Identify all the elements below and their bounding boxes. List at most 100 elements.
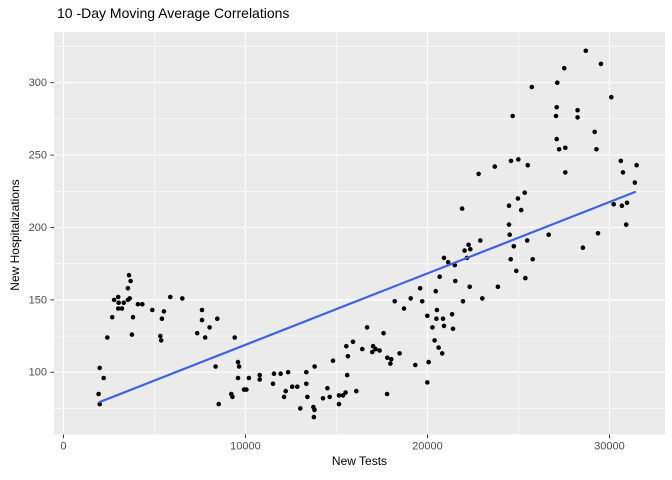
data-point <box>419 299 425 304</box>
data-point <box>417 286 423 291</box>
y-tick-label: 200 <box>29 222 47 234</box>
data-point <box>354 388 359 394</box>
data-point <box>546 232 551 237</box>
data-point <box>466 242 471 248</box>
data-point <box>257 377 263 382</box>
data-point <box>161 309 167 314</box>
data-point <box>125 286 131 291</box>
data-point <box>450 326 456 332</box>
data-point <box>522 190 527 195</box>
data-point <box>508 257 513 262</box>
data-point <box>598 61 604 67</box>
data-point <box>158 333 163 339</box>
y-axis-title: New Hospitalizations <box>8 179 22 291</box>
data-point <box>433 288 439 294</box>
data-point <box>119 306 125 311</box>
data-point <box>194 330 200 336</box>
data-point <box>336 401 342 407</box>
data-point <box>553 113 559 119</box>
data-point <box>281 394 287 400</box>
data-point <box>105 335 110 340</box>
data-point <box>199 317 205 323</box>
data-point <box>459 206 465 211</box>
data-point <box>298 406 303 411</box>
data-point <box>468 246 473 252</box>
data-point <box>235 375 241 381</box>
data-point <box>462 248 467 253</box>
data-point <box>115 306 121 311</box>
data-point <box>344 343 349 349</box>
data-point <box>283 388 289 394</box>
data-point <box>364 325 370 330</box>
data-point <box>159 316 165 322</box>
data-point <box>439 351 445 356</box>
data-point <box>311 414 317 420</box>
data-point <box>441 255 447 261</box>
data-point <box>325 385 330 391</box>
data-point <box>230 394 235 400</box>
data-point <box>620 170 626 175</box>
data-point <box>289 384 295 390</box>
data-point <box>111 297 117 303</box>
data-point <box>389 356 394 362</box>
data-point <box>562 65 567 71</box>
plot-panel <box>54 32 665 435</box>
data-point <box>285 369 291 375</box>
x-tick-label: 0 <box>60 441 66 453</box>
data-point <box>476 171 481 177</box>
data-point <box>623 222 629 227</box>
data-point <box>257 372 263 378</box>
data-point <box>575 107 580 113</box>
data-point <box>595 231 601 236</box>
data-point <box>437 274 443 280</box>
x-tick-label: 10000 <box>230 441 261 453</box>
data-point <box>563 145 568 151</box>
data-point <box>213 364 218 369</box>
data-point <box>430 325 435 330</box>
data-point <box>525 162 531 168</box>
data-point <box>377 348 382 353</box>
data-point <box>216 401 221 407</box>
data-point <box>516 157 521 162</box>
data-point <box>97 401 102 407</box>
data-point <box>236 364 242 369</box>
data-point <box>370 349 375 355</box>
data-point <box>244 387 249 392</box>
data-point <box>609 94 614 100</box>
data-point <box>401 306 407 311</box>
data-point <box>320 396 326 401</box>
data-point <box>336 393 342 398</box>
data-point <box>514 268 519 274</box>
data-point <box>140 301 145 307</box>
data-point <box>202 335 208 340</box>
data-point <box>121 300 126 306</box>
data-point <box>101 375 106 381</box>
data-point <box>508 158 514 164</box>
data-point <box>304 381 309 387</box>
data-point <box>530 257 535 262</box>
data-point <box>619 203 625 208</box>
data-point <box>126 272 132 278</box>
data-point <box>634 162 639 168</box>
data-point <box>129 332 135 337</box>
chart-title: 10 -Day Moving Average Correlations <box>57 5 290 21</box>
data-point <box>556 147 562 152</box>
data-point <box>467 284 473 290</box>
data-point <box>453 278 458 284</box>
data-point <box>426 359 431 365</box>
data-point <box>507 232 512 237</box>
data-point <box>388 361 393 366</box>
data-point <box>232 335 237 340</box>
data-point <box>278 371 283 377</box>
data-point <box>618 158 624 164</box>
data-point <box>495 284 501 290</box>
data-point <box>385 355 390 361</box>
data-point <box>492 164 498 169</box>
data-point <box>312 364 317 369</box>
data-point <box>344 372 350 378</box>
data-point <box>304 369 309 375</box>
data-point <box>127 296 132 301</box>
data-point <box>235 359 241 365</box>
data-point <box>434 316 439 322</box>
data-point <box>554 136 559 142</box>
